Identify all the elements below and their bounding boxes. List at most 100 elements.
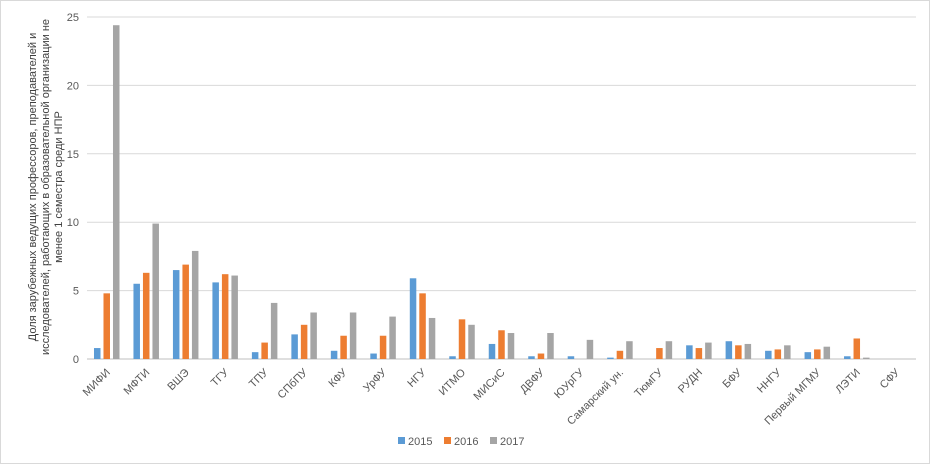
bar-2015 bbox=[212, 282, 219, 359]
x-tick-label: УрФУ bbox=[361, 366, 390, 395]
x-tick-label: ДВФУ bbox=[518, 366, 548, 396]
bar-2015 bbox=[291, 334, 298, 359]
x-tick-label: МФТИ bbox=[122, 367, 153, 398]
x-axis: МИФИ МФТИ ВШЭ ТГУ ТПУ СПбПУ КФУ УрФУ НГУ ИТМО МИСи… bbox=[81, 366, 903, 428]
bar-2017 bbox=[270, 302, 278, 359]
bar-2015 bbox=[251, 352, 259, 359]
x-tick-label: БФУ bbox=[720, 366, 745, 391]
bar-2017 bbox=[112, 25, 120, 360]
bar-2016 bbox=[379, 335, 387, 359]
bar-2017 bbox=[586, 339, 594, 359]
bar-2017 bbox=[547, 333, 554, 359]
y-tick-label: 25 bbox=[67, 12, 79, 24]
bar-2015 bbox=[370, 353, 377, 359]
bar-2015 bbox=[765, 350, 772, 359]
bar-2017 bbox=[468, 324, 475, 359]
bar-2016 bbox=[656, 348, 663, 359]
y-tick-label: 5 bbox=[73, 286, 79, 298]
x-tick-label: ЮУрГУ bbox=[552, 366, 587, 401]
x-tick-label: МИФИ bbox=[81, 367, 113, 399]
bar-2015 bbox=[330, 350, 338, 359]
bar-2015 bbox=[844, 356, 851, 359]
x-tick-label: ННГУ bbox=[755, 366, 785, 396]
legend-swatch-2017 bbox=[490, 437, 497, 444]
bar-2017 bbox=[389, 316, 396, 359]
x-tick-label: НГУ bbox=[405, 366, 429, 390]
bar-2015 bbox=[488, 343, 496, 359]
bar-2016 bbox=[182, 264, 189, 359]
bar-2017 bbox=[823, 346, 831, 359]
bar-2016 bbox=[498, 330, 505, 359]
bar-2017 bbox=[310, 312, 317, 359]
bar-2017 bbox=[507, 333, 515, 359]
legend-label: 2016 bbox=[454, 436, 478, 448]
bar-2016 bbox=[340, 335, 347, 359]
bar-2017 bbox=[349, 312, 357, 359]
y-tick-label: 0 bbox=[73, 354, 79, 366]
y-axis-label-line: менее 1 семестра среди НПР bbox=[53, 111, 65, 263]
x-tick-label: СПбПУ bbox=[276, 366, 311, 401]
legend-swatch-2015 bbox=[398, 437, 405, 444]
legend-label: 2015 bbox=[408, 436, 432, 448]
bar-2016 bbox=[695, 348, 703, 359]
bar-2015 bbox=[607, 357, 614, 359]
y-axis-label-line: Доля зарубежных ведущих профессоров, пре… bbox=[27, 33, 39, 342]
x-tick-label: КФУ bbox=[326, 366, 350, 390]
bar-2017 bbox=[863, 357, 870, 359]
x-tick-label: ИТМО bbox=[437, 366, 469, 398]
bar-2015 bbox=[804, 352, 812, 359]
legend: 2015 2016 2017 bbox=[398, 436, 524, 448]
y-tick-label: 20 bbox=[67, 80, 79, 92]
bar-2016 bbox=[537, 353, 545, 359]
bar-2016 bbox=[853, 338, 861, 359]
bar-2015 bbox=[686, 345, 693, 359]
y-tick-label: 10 bbox=[67, 217, 79, 229]
y-axis-label-line: исследователей, работающих в образовател… bbox=[40, 19, 52, 355]
x-tick-label: ВШЭ bbox=[165, 367, 191, 393]
bar-2015 bbox=[725, 341, 733, 359]
bar-2016 bbox=[814, 349, 821, 359]
bar-2017 bbox=[428, 317, 436, 359]
y-tick-label: 15 bbox=[67, 149, 79, 161]
bar-2016 bbox=[774, 349, 782, 359]
bar-2015 bbox=[449, 356, 456, 359]
y-axis-label: Доля зарубежных ведущих профессоров, пре… bbox=[27, 19, 65, 355]
bar-2015 bbox=[93, 348, 101, 359]
gridlines bbox=[87, 16, 916, 360]
bar-2017 bbox=[152, 223, 159, 359]
bar-2017 bbox=[705, 342, 712, 359]
legend-label: 2017 bbox=[500, 436, 524, 448]
bar-2015 bbox=[409, 278, 417, 359]
bar-2016 bbox=[261, 342, 268, 359]
bar-2016 bbox=[142, 272, 150, 359]
bar-2017 bbox=[626, 341, 633, 359]
bar-2017 bbox=[744, 343, 752, 359]
bar-2016 bbox=[419, 293, 426, 359]
x-tick-label: МИСиС bbox=[471, 367, 507, 403]
x-tick-label: СФУ bbox=[878, 366, 903, 391]
x-tick-label: ТГУ bbox=[209, 366, 232, 389]
bars bbox=[93, 25, 870, 360]
bar-2015 bbox=[567, 356, 575, 359]
x-tick-label: ТюмГУ bbox=[632, 366, 666, 400]
bar-2016 bbox=[458, 319, 466, 359]
x-tick-label: РУДН bbox=[676, 367, 705, 396]
bar-2017 bbox=[784, 345, 791, 359]
bar-2016 bbox=[221, 274, 229, 359]
bar-2015 bbox=[528, 356, 535, 359]
bar-2017 bbox=[191, 250, 199, 359]
bar-2017 bbox=[665, 341, 673, 359]
x-tick-label: ТПУ bbox=[247, 366, 271, 390]
y-axis: 0 5 10 15 20 25 bbox=[67, 12, 79, 366]
x-tick-label: ЛЭТИ bbox=[833, 367, 863, 397]
bar-2015 bbox=[172, 270, 180, 359]
bar-2016 bbox=[616, 350, 624, 359]
bar-2016 bbox=[300, 324, 308, 359]
legend-swatch-2016 bbox=[444, 437, 451, 444]
bar-2016 bbox=[735, 345, 742, 359]
bar-2017 bbox=[231, 275, 238, 359]
bar-2015 bbox=[133, 283, 140, 359]
bar-2016 bbox=[103, 293, 110, 359]
